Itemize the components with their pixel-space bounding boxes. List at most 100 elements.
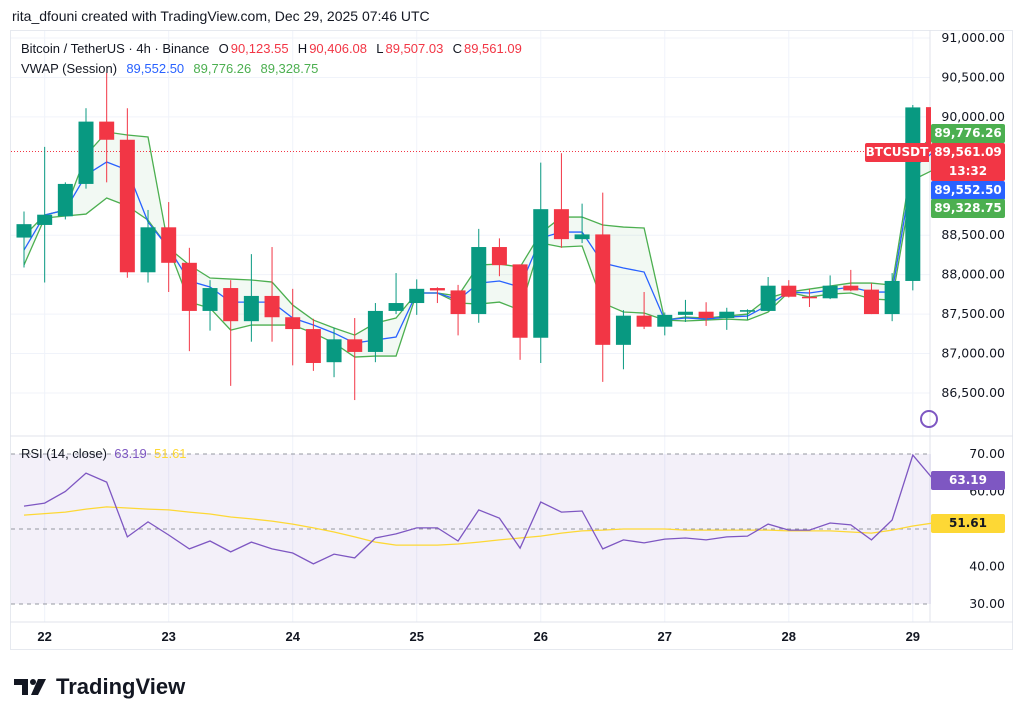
candle-up <box>37 146 53 283</box>
candle-up <box>202 280 218 331</box>
rsi-legend: RSI (14, close) 63.19 51.61 <box>21 446 187 461</box>
candle-body <box>657 314 673 327</box>
candle-body <box>739 310 755 312</box>
candle-body <box>553 209 569 240</box>
vwap-value: 89,552.50 <box>126 61 185 76</box>
rsi-value: 63.19 <box>114 446 147 461</box>
candle-down <box>843 269 859 292</box>
tradingview-logo[interactable]: TradingView <box>14 674 185 700</box>
candle-down <box>512 264 528 360</box>
candle-body <box>305 329 321 363</box>
candle-down <box>285 288 301 366</box>
candle-up <box>78 108 94 189</box>
candle-up <box>533 162 549 363</box>
candle-body <box>243 295 259 322</box>
candle-down <box>181 247 197 352</box>
rsi-pane <box>11 453 931 605</box>
rsi-title[interactable]: RSI (14, close) <box>21 446 107 461</box>
candle-body <box>57 183 73 217</box>
close-label: C <box>452 41 462 56</box>
candle-up <box>16 211 32 268</box>
candle-up <box>657 312 673 336</box>
candle-up <box>719 307 735 330</box>
candle-body <box>677 311 693 315</box>
open-label: O <box>218 41 229 56</box>
candle-down <box>595 192 611 382</box>
candle-up <box>243 254 259 342</box>
candle-down <box>553 153 569 248</box>
price-tick-label: 87,500.00 <box>941 306 1005 321</box>
vwap-title[interactable]: VWAP (Session) <box>21 61 118 76</box>
candle-down <box>305 318 321 371</box>
candle-body <box>388 303 404 311</box>
candle-body <box>925 107 931 152</box>
vwap-lower-price-label: 89,328.75 <box>931 199 1005 218</box>
price-tick-label: 87,000.00 <box>941 346 1005 361</box>
alert-icon[interactable] <box>920 410 938 428</box>
candle-body <box>822 285 838 299</box>
candle-down <box>264 247 280 342</box>
vwap-upper-value: 89,776.26 <box>193 61 252 76</box>
candle-down <box>450 284 466 336</box>
candle-body <box>409 288 425 304</box>
bar-countdown: 13:32 <box>948 164 988 178</box>
candle-up <box>615 310 631 370</box>
candle-body <box>119 139 135 273</box>
candle-body <box>140 227 156 273</box>
price-tick-label: 88,500.00 <box>941 227 1005 242</box>
candle-body <box>863 289 879 315</box>
candle-body <box>450 290 466 315</box>
candle-body <box>884 280 900 315</box>
vwap-legend: VWAP (Session) 89,552.50 89,776.26 89,32… <box>21 61 320 76</box>
candle-up <box>471 228 487 323</box>
candle-body <box>202 288 218 311</box>
chart-credit: rita_dfouni created with TradingView.com… <box>12 8 430 24</box>
candle-body <box>347 339 363 352</box>
x-tick-label: 27 <box>658 629 672 644</box>
price-tick-label: 88,000.00 <box>941 267 1005 282</box>
candle-body <box>367 310 383 352</box>
candle-body <box>760 285 776 311</box>
candle-body <box>843 285 859 291</box>
candle-body <box>429 288 445 291</box>
candle-body <box>781 285 797 297</box>
candle-body <box>16 224 32 238</box>
candle-down <box>925 107 931 152</box>
candle-up <box>57 182 73 220</box>
x-tick-label: 23 <box>161 629 175 644</box>
vwap-price-label: 89,552.50 <box>931 181 1005 200</box>
candle-up <box>739 309 755 320</box>
rsi-line <box>23 453 931 565</box>
candle-up <box>884 273 900 322</box>
candle-down <box>781 280 797 298</box>
rsi-price-label: 63.19 <box>931 471 1005 490</box>
tradingview-logo-icon <box>14 679 46 695</box>
candle-up <box>140 209 156 283</box>
ohlc-legend: Bitcoin / TetherUS · 4h · Binance O 90,12… <box>21 41 524 56</box>
low-label: L <box>376 41 384 56</box>
candle-body <box>181 262 197 311</box>
candle-body <box>615 315 631 345</box>
rsi-ma-line <box>23 506 931 546</box>
candle-up <box>367 303 383 363</box>
plot-area <box>11 72 931 401</box>
symbol-title[interactable]: Bitcoin / TetherUS · 4h · Binance <box>21 41 210 56</box>
candle-down <box>161 202 177 292</box>
candle-body <box>491 247 507 266</box>
last-price-value: 89,561.09 <box>934 145 1002 159</box>
candle-up <box>409 279 425 315</box>
candle-body <box>471 247 487 315</box>
candle-body <box>698 311 714 319</box>
candle-down <box>801 288 817 307</box>
candle-down <box>698 302 714 326</box>
low-value: 89,507.03 <box>385 41 444 56</box>
candle-down <box>99 72 115 183</box>
x-tick-label: 24 <box>285 629 300 644</box>
price-tick-label: 90,500.00 <box>941 69 1005 84</box>
x-tick-label: 22 <box>37 629 51 644</box>
candle-down <box>491 238 507 277</box>
last-price-label: 89,561.09 13:32 <box>931 143 1005 181</box>
candle-down <box>863 283 879 315</box>
chart-canvas[interactable]: 22 23 24 25 26 27 28 29 91,000.00 90,500.00 90,000… <box>0 0 1024 660</box>
rsi-tick-label: 70.00 <box>969 446 1005 461</box>
